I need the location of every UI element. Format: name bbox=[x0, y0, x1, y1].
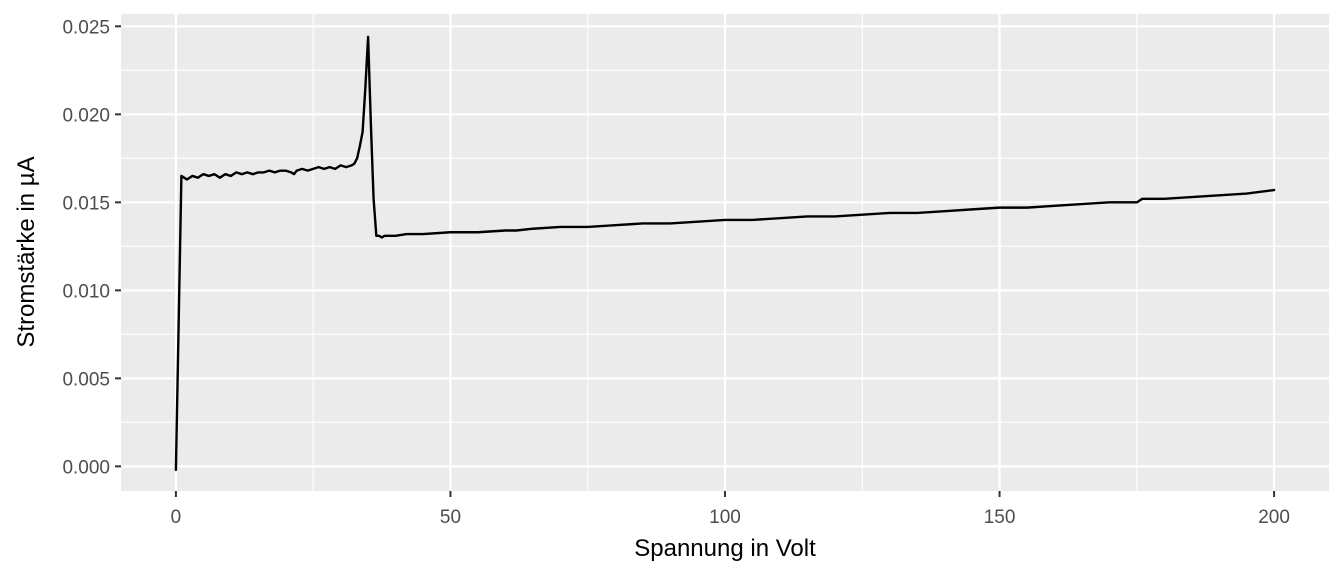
y-tick-label: 0.005 bbox=[62, 369, 110, 390]
x-tick-label: 0 bbox=[171, 507, 182, 528]
y-tick-label: 0.000 bbox=[62, 457, 110, 478]
y-axis-title: Stromstärke in µA bbox=[13, 156, 40, 347]
x-axis-title: Spannung in Volt bbox=[634, 535, 816, 562]
y-tick-label: 0.025 bbox=[62, 17, 110, 38]
axis-ticks bbox=[115, 25, 1276, 497]
grid-major bbox=[121, 14, 1329, 491]
y-tick-label: 0.015 bbox=[62, 193, 110, 214]
tick-labels: 0 50 100 150 200 0.000 0.005 0.010 0.015 0.020 0.0… bbox=[62, 17, 1289, 528]
x-tick-label: 150 bbox=[984, 507, 1016, 528]
series-line-0 bbox=[174, 35, 1276, 472]
y-tick-label: 0.020 bbox=[62, 105, 110, 126]
x-tick-label: 100 bbox=[709, 507, 741, 528]
x-tick-label: 200 bbox=[1258, 507, 1290, 528]
series-layer bbox=[174, 35, 1276, 472]
x-tick-label: 50 bbox=[440, 507, 461, 528]
y-tick-label: 0.010 bbox=[62, 281, 110, 302]
